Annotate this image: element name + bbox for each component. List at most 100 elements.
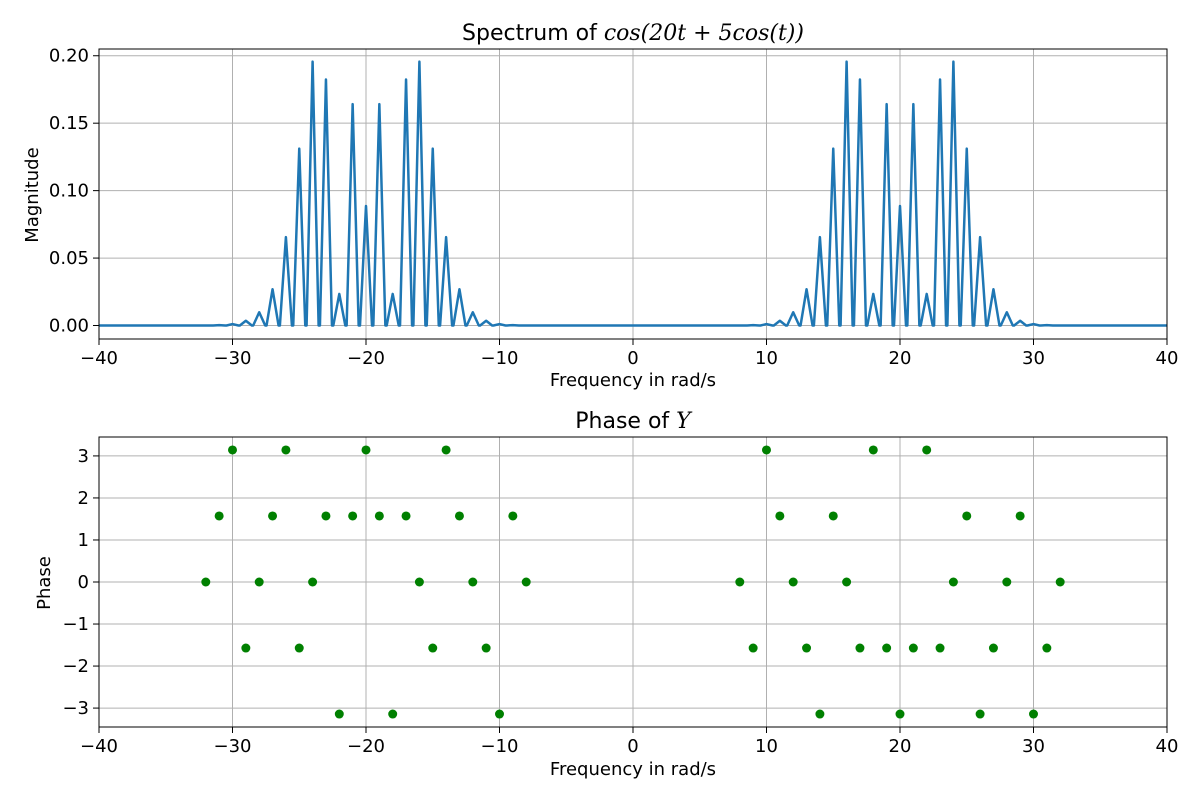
phase-point xyxy=(748,643,758,653)
phase-point xyxy=(975,709,985,719)
x-tick-label: −20 xyxy=(347,348,385,369)
x-tick-label: 30 xyxy=(1022,348,1045,369)
phase-y-label: Phase xyxy=(34,556,55,610)
y-tick-label: 0.05 xyxy=(49,248,89,269)
phase-point xyxy=(988,643,998,653)
spectrum-y-label: Magnitude xyxy=(22,147,43,242)
x-tick-label: −30 xyxy=(214,348,252,369)
y-tick-label: 2 xyxy=(78,488,89,509)
y-tick-label: 0 xyxy=(78,572,89,593)
phase-x-ticks: −40 −30 −20 −10 0 10 20 30 40 xyxy=(80,727,1178,757)
x-tick-label: 20 xyxy=(889,736,912,757)
phase-point xyxy=(228,445,237,455)
phase-point xyxy=(762,445,771,455)
phase-point xyxy=(268,511,278,521)
spectrum-x-label: Frequency in rad/s xyxy=(550,370,716,391)
x-tick-label: 40 xyxy=(1156,736,1179,757)
phase-y-ticks: −3 −2 −1 0 1 2 3 xyxy=(62,446,99,719)
phase-chart: Phase of Y −40 −30 −20 −10 0 10 20 30 40 −3−2−10… xyxy=(34,409,1178,780)
phase-point xyxy=(441,445,451,455)
phase-point xyxy=(361,445,371,455)
phase-point xyxy=(828,511,838,521)
phase-point xyxy=(374,511,384,521)
phase-points xyxy=(201,445,1065,719)
spectrum-title-prefix: Spectrum of xyxy=(462,21,604,46)
x-tick-label: −20 xyxy=(347,736,385,757)
phase-title-prefix: Phase of xyxy=(575,409,676,434)
x-tick-label: 10 xyxy=(755,736,778,757)
phase-point xyxy=(895,709,905,719)
spectrum-title: Spectrum of cos(20t + 5cos(t)) xyxy=(462,21,804,46)
x-tick-label: −10 xyxy=(481,348,519,369)
phase-point xyxy=(481,643,491,653)
phase-point xyxy=(321,511,331,521)
phase-title: Phase of Y xyxy=(575,409,693,434)
phase-point xyxy=(468,577,478,587)
phase-point xyxy=(882,643,892,653)
phase-point xyxy=(521,577,531,587)
y-tick-label: −3 xyxy=(62,698,89,719)
y-tick-label: 1 xyxy=(78,530,89,551)
y-tick-label: 0.10 xyxy=(49,181,89,202)
phase-point xyxy=(308,577,318,587)
phase-point xyxy=(1055,577,1065,587)
spectrum-title-math: cos(20t + 5cos(t)) xyxy=(604,21,804,46)
phase-point xyxy=(935,643,945,653)
phase-point xyxy=(495,709,504,719)
spectrum-x-ticks: −40 −30 −20 −10 0 10 20 30 40 xyxy=(80,339,1178,369)
y-tick-label: −2 xyxy=(62,656,89,677)
phase-point xyxy=(922,445,932,455)
spectrum-y-ticks: 0.00 0.05 0.10 0.15 0.20 xyxy=(49,46,99,337)
phase-point xyxy=(254,577,264,587)
phase-point xyxy=(428,643,438,653)
phase-point xyxy=(454,511,464,521)
phase-point xyxy=(855,643,865,653)
x-tick-label: 40 xyxy=(1156,348,1179,369)
x-tick-label: −30 xyxy=(214,736,252,757)
y-tick-label: 0.20 xyxy=(49,46,89,67)
phase-point xyxy=(201,577,211,587)
phase-point xyxy=(1029,709,1038,719)
phase-point xyxy=(948,577,958,587)
spectrum-grid xyxy=(98,49,1168,339)
phase-point xyxy=(815,709,825,719)
phase-point xyxy=(294,643,304,653)
phase-point xyxy=(1015,511,1025,521)
y-tick-label: 0.15 xyxy=(49,113,89,134)
y-tick-label: −1 xyxy=(62,614,89,635)
x-tick-label: 20 xyxy=(889,348,912,369)
phase-point xyxy=(962,511,972,521)
phase-point xyxy=(735,577,745,587)
phase-point xyxy=(214,511,224,521)
phase-point xyxy=(908,643,918,653)
phase-x-label: Frequency in rad/s xyxy=(550,759,716,780)
phase-point xyxy=(508,511,518,521)
phase-point xyxy=(788,577,798,587)
phase-point xyxy=(241,643,251,653)
phase-point xyxy=(401,511,411,521)
y-tick-label: 3 xyxy=(78,446,89,467)
phase-point xyxy=(1002,577,1012,587)
phase-point xyxy=(802,643,812,653)
spectrum-magnitude-line xyxy=(99,60,1167,327)
x-tick-label: −40 xyxy=(80,736,118,757)
phase-point xyxy=(414,577,424,587)
phase-point xyxy=(842,577,852,587)
phase-point xyxy=(1042,643,1052,653)
phase-point xyxy=(281,445,291,455)
x-tick-label: 30 xyxy=(1022,736,1045,757)
y-tick-label: 0.00 xyxy=(49,316,89,337)
phase-title-math: Y xyxy=(676,409,693,434)
phase-point xyxy=(388,709,398,719)
x-tick-label: 0 xyxy=(627,348,638,369)
phase-point xyxy=(775,511,785,521)
phase-point xyxy=(334,709,344,719)
phase-point xyxy=(868,445,878,455)
x-tick-label: −10 xyxy=(481,736,519,757)
x-tick-label: 0 xyxy=(627,736,638,757)
phase-point xyxy=(348,511,358,521)
spectrum-chart: Spectrum of cos(20t + 5cos(t)) −40 −30 −20… xyxy=(22,21,1178,391)
x-tick-label: 10 xyxy=(755,348,778,369)
x-tick-label: −40 xyxy=(80,348,118,369)
